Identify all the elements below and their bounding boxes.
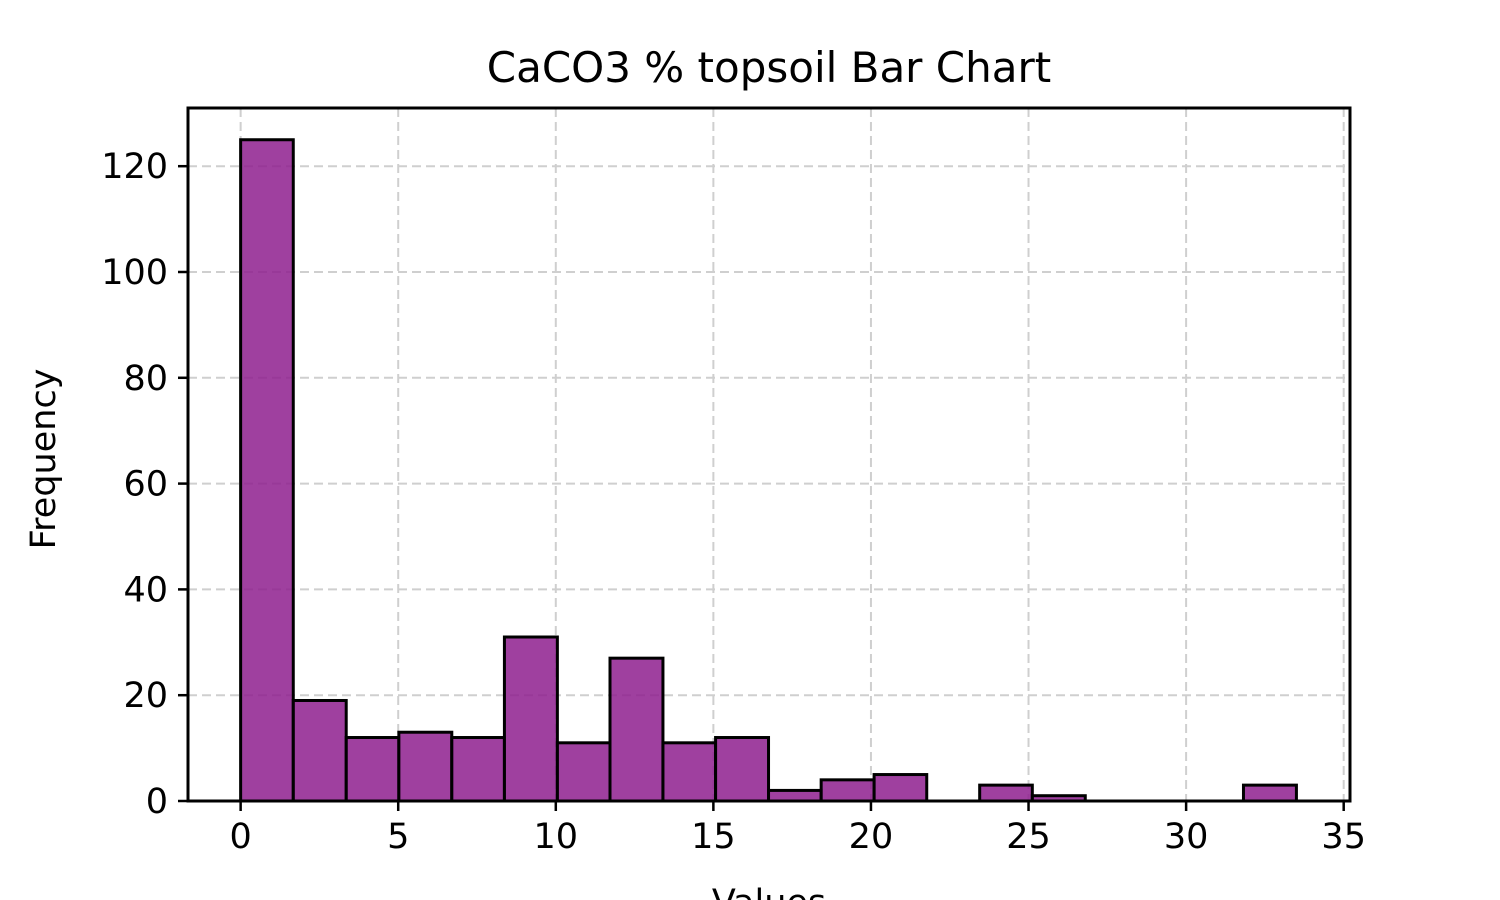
- x-tick-label: 15: [691, 817, 736, 857]
- x-tick-label: 30: [1164, 817, 1209, 857]
- chart-title: CaCO3 % topsoil Bar Chart: [487, 43, 1051, 92]
- histogram-bar: [502, 635, 559, 803]
- histogram-bar: [291, 698, 348, 803]
- y-tick-label: 20: [123, 676, 168, 716]
- y-tick-label: 60: [123, 465, 168, 505]
- histogram-bar: [450, 736, 506, 803]
- x-tick-label: 10: [534, 817, 579, 857]
- x-tick-label: 5: [387, 817, 409, 857]
- histogram-bar: [872, 773, 929, 803]
- x-axis-title: Values: [712, 883, 826, 900]
- y-tick-label: 0: [146, 782, 168, 822]
- histogram-bar: [978, 783, 1034, 803]
- histogram-bar: [714, 736, 771, 803]
- x-tick-label: 35: [1321, 817, 1366, 857]
- plot-frame: [186, 106, 1352, 803]
- histogram-bar: [239, 138, 295, 803]
- histogram-bar: [661, 741, 718, 803]
- histogram-bar: [344, 736, 401, 803]
- x-tick-label: 20: [849, 817, 894, 857]
- histogram-bar: [767, 788, 823, 803]
- histogram-bar: [608, 656, 665, 803]
- y-tick-label: 80: [123, 359, 168, 399]
- y-tick-label: 100: [101, 253, 168, 293]
- histogram-bar: [1241, 783, 1298, 803]
- histogram-bar: [819, 778, 876, 803]
- histogram-bar: [397, 730, 454, 803]
- x-tick-label: 25: [1006, 817, 1051, 857]
- x-axis: 0 5 10 15 20 25 30 35: [229, 801, 1366, 857]
- histogram-bar: [555, 741, 612, 803]
- y-tick-label: 40: [123, 570, 168, 610]
- y-axis: 0 20 40 60 80 100 120: [101, 147, 188, 822]
- y-tick-label: 120: [101, 147, 168, 187]
- grid: [188, 108, 1350, 802]
- x-tick-label: 0: [229, 817, 251, 857]
- y-axis-title: Frequency: [24, 369, 64, 550]
